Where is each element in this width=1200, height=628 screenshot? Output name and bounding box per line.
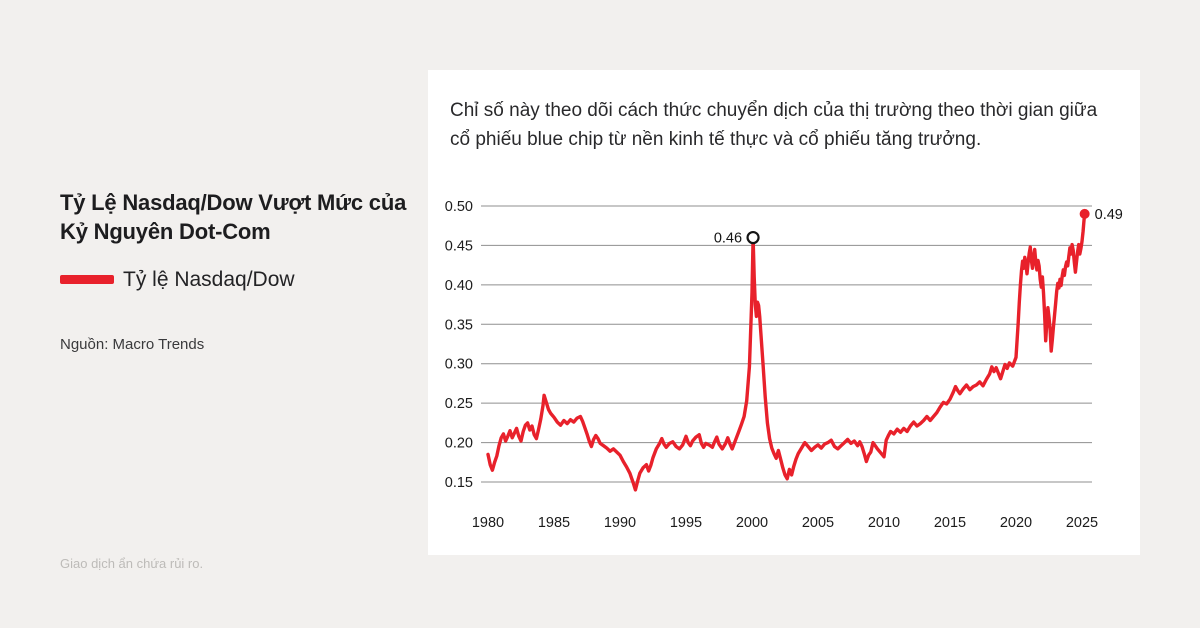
x-tick-label: 1985 (538, 515, 570, 531)
nasdaq-dow-ratio-chart: 0.15 0.20 0.25 0.30 0.35 0.40 0.45 0.50 1980 1985… (440, 192, 1140, 542)
chart-description: Chỉ số này theo dõi cách thức chuyển dịc… (450, 100, 1098, 151)
chart-svg: 0.15 0.20 0.25 0.30 0.35 0.40 0.45 0.50 1980 1985… (445, 199, 1123, 531)
x-tick-label: 2025 (1066, 515, 1098, 531)
legend: Tỷ lệ Nasdaq/Dow (60, 269, 295, 290)
y-tick-label: 0.40 (445, 278, 473, 294)
y-tick-label: 0.45 (445, 238, 473, 254)
legend-line-swatch (60, 275, 114, 284)
x-tick-label: 1990 (604, 515, 636, 531)
x-tick-label: 1980 (472, 515, 504, 531)
y-tick-label: 0.50 (445, 199, 473, 215)
source-attribution: Nguồn: Macro Trends (60, 336, 205, 353)
x-tick-label: 1995 (670, 515, 702, 531)
x-tick-label: 2015 (934, 515, 966, 531)
chart-card: Chỉ số này theo dõi cách thức chuyển dịc… (428, 70, 1140, 555)
end-annotation-label: 0.49 (1095, 207, 1123, 223)
end-annotation-marker (1079, 208, 1090, 219)
peak-annotation-marker (746, 230, 760, 245)
left-panel: Tỷ Lệ Nasdaq/Dow Vượt Mức của Kỷ Nguyên … (60, 188, 412, 246)
y-tick-label: 0.30 (445, 357, 473, 373)
peak-annotation-label: 0.46 (714, 231, 742, 247)
y-tick-label: 0.20 (445, 436, 473, 452)
y-tick-label: 0.15 (445, 475, 473, 491)
series-line (486, 212, 1087, 492)
y-tick-label: 0.25 (445, 396, 473, 412)
page-title: Tỷ Lệ Nasdaq/Dow Vượt Mức của Kỷ Nguyên … (60, 190, 407, 245)
risk-disclaimer: Giao dịch ẩn chứa rủi ro. (60, 556, 204, 571)
x-tick-label: 2000 (736, 515, 768, 531)
x-tick-label: 2005 (802, 515, 834, 531)
x-tick-label: 2010 (868, 515, 900, 531)
y-tick-label: 0.35 (445, 317, 473, 333)
legend-label: Tỷ lệ Nasdaq/Dow (123, 268, 295, 291)
x-tick-label: 2020 (1000, 515, 1032, 531)
